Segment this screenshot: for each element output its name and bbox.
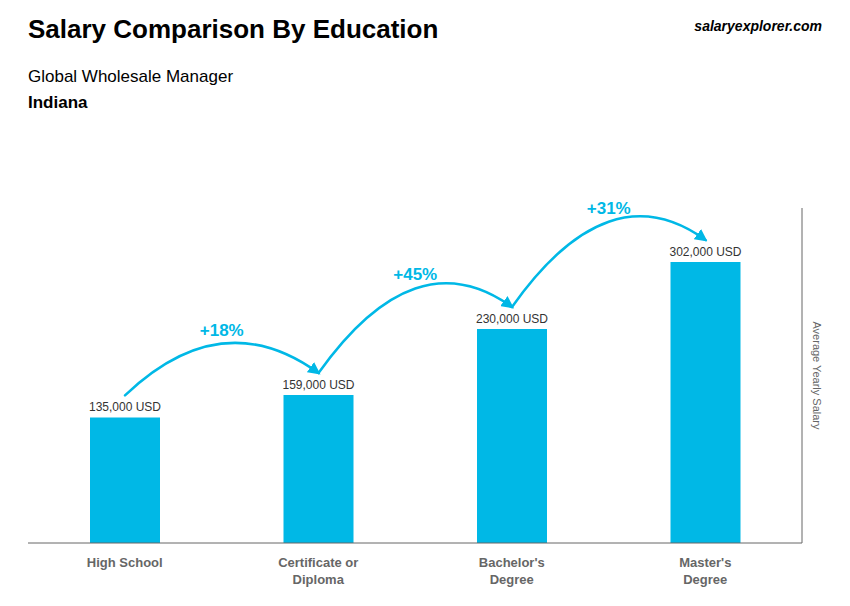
- svg-text:+18%: +18%: [200, 321, 244, 340]
- html-text:salaryexplorer.com: salaryexplorer.com: [694, 18, 822, 34]
- svg-text:230,000 USD: 230,000 USD: [476, 312, 548, 326]
- svg-text:Bachelor'sDegree: Bachelor'sDegree: [479, 555, 545, 587]
- svg-text:302,000 USD: 302,000 USD: [669, 245, 741, 259]
- svg-text:Master'sDegree: Master'sDegree: [679, 555, 731, 587]
- svg-text:+45%: +45%: [393, 265, 437, 284]
- svg-text:159,000 USD: 159,000 USD: [282, 378, 354, 392]
- svg-text:Certificate orDiploma: Certificate orDiploma: [278, 555, 358, 587]
- html-text:Salary Comparison By Education: Salary Comparison By Education: [28, 14, 439, 44]
- svg-text:Average Yearly Salary: Average Yearly Salary: [811, 321, 823, 430]
- html-text:Global Wholesale Manager: Global Wholesale Manager: [28, 67, 234, 86]
- svg-text:+31%: +31%: [587, 199, 631, 218]
- svg-text:135,000 USD: 135,000 USD: [89, 400, 161, 414]
- html-text:Indiana: Indiana: [28, 93, 88, 112]
- svg-text:High School: High School: [87, 555, 163, 570]
